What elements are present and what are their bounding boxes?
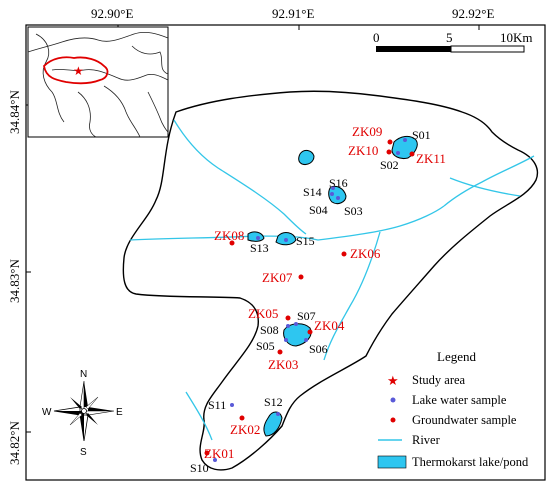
lat-tick: 34.83°N (7, 259, 22, 303)
groundwater-label: ZK01 (204, 446, 234, 461)
lake-label: S15 (296, 234, 315, 248)
lake-sample-dot (230, 403, 234, 407)
groundwater-label: ZK06 (350, 246, 381, 261)
groundwater-dot (386, 149, 392, 155)
lake-sample-dot (331, 186, 335, 190)
groundwater-label: ZK08 (214, 228, 244, 243)
groundwater-label: ZK09 (352, 124, 382, 139)
lake-sample-dot (294, 322, 298, 326)
lake-s03 (328, 185, 347, 205)
groundwater-dot (307, 329, 313, 335)
groundwater-dot (409, 151, 415, 157)
groundwater-dot (298, 274, 304, 280)
lat-tick: 34.84°N (7, 90, 22, 134)
lake-sample-dot (276, 412, 280, 416)
lake-label: S01 (412, 128, 431, 142)
rivers (129, 119, 535, 441)
lake-sample-dot (284, 338, 288, 342)
compass-e: E (116, 407, 123, 418)
lake-label: S02 (380, 158, 399, 172)
groundwater-label: ZK10 (348, 143, 378, 158)
lake-label: S05 (256, 339, 275, 353)
lake-label: S12 (264, 395, 283, 409)
scale-label: 0 (373, 30, 380, 45)
lake-label: S07 (297, 309, 316, 323)
groundwater-dot-icon (390, 417, 396, 423)
groundwater-dot (204, 450, 210, 456)
compass-w: W (42, 407, 52, 418)
groundwater-dot (229, 240, 235, 246)
lake-label: S10 (190, 461, 209, 475)
north-arrow-icon: N S E W (42, 369, 123, 458)
lake-label: S06 (309, 342, 328, 356)
map-frame (25, 24, 546, 481)
groundwater-dot (285, 315, 291, 321)
compass-s: S (80, 447, 87, 458)
scale-label: 5 (446, 30, 453, 45)
lake-sample-dot (284, 238, 288, 242)
lake-sample-dot (286, 324, 290, 328)
groundwater-label: ZK04 (314, 318, 345, 333)
legend-item-label: Study area (412, 373, 466, 387)
inset-locator-map: ★ (27, 26, 169, 138)
lake-label: S03 (344, 204, 363, 218)
lake-sample-dot (403, 138, 407, 142)
groundwater-label: ZK11 (416, 151, 446, 166)
lake-sample-dot (304, 338, 308, 342)
groundwater-label: ZK05 (248, 306, 278, 321)
legend-item-label: River (412, 433, 441, 447)
groundwater-label: ZK02 (230, 422, 260, 437)
scale-label: 10Km (500, 30, 533, 45)
legend: Legend ★ Study area Lake water sample Gr… (377, 349, 529, 469)
lat-tick: 34.82°N (7, 421, 22, 465)
lon-tick: 92.92°E (452, 6, 494, 21)
lake-sample-points (213, 138, 407, 462)
groundwater-sample-points (204, 139, 415, 456)
lon-tick: 92.90°E (91, 6, 133, 21)
lake-unlabeled (298, 149, 315, 165)
lake-s13 (247, 231, 265, 242)
lake-s12 (263, 411, 283, 437)
lake-sample-dot (396, 151, 400, 155)
tibetan-plateau-outline (43, 56, 109, 85)
lake-label: S04 (309, 203, 328, 217)
lake-label: S13 (250, 241, 269, 255)
lake-sample-dot-icon (390, 397, 396, 403)
groundwater-label: ZK03 (268, 357, 298, 372)
lake-label: S14 (303, 185, 322, 199)
scale-bar: 0 5 10Km (373, 30, 533, 53)
groundwater-dot (341, 251, 347, 257)
lon-tick: 92.91°E (272, 6, 314, 21)
legend-title: Legend (437, 349, 476, 364)
groundwater-dot (387, 139, 393, 145)
lake-label: S16 (329, 176, 348, 190)
lake-box-icon (377, 455, 407, 469)
lake-sample-dot (256, 236, 260, 240)
groundwater-dot (239, 415, 245, 421)
watershed-boundary (122, 90, 539, 471)
legend-item-label: Thermokarst lake/pond (412, 455, 529, 469)
study-area-star-icon: ★ (73, 64, 84, 78)
lake-label: S11 (208, 398, 226, 412)
legend-item-label: Groundwater sample (412, 413, 517, 427)
lake-sample-dot (336, 196, 340, 200)
lake-label: S08 (260, 323, 279, 337)
legend-item-label: Lake water sample (412, 393, 507, 407)
lake-sample-dot (213, 458, 217, 462)
groundwater-dot (277, 349, 283, 355)
groundwater-label: ZK07 (262, 270, 293, 285)
lake-sample-dot (330, 192, 334, 196)
study-area-star-icon: ★ (387, 374, 399, 389)
compass-n: N (80, 369, 87, 380)
